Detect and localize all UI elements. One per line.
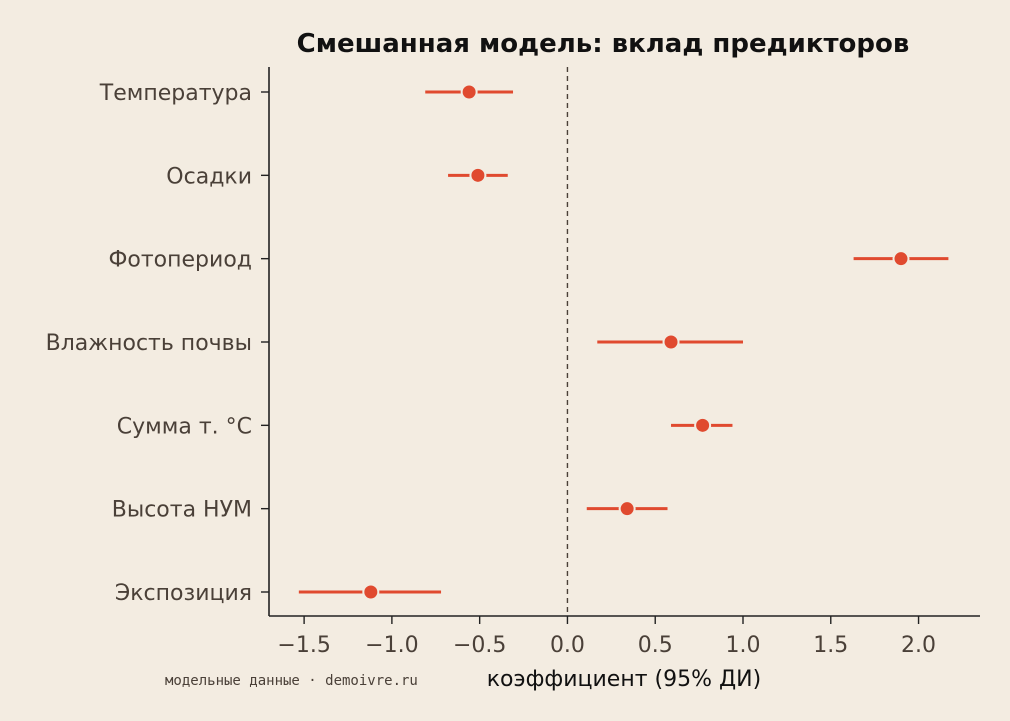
x-tick-label: −1.5: [277, 633, 330, 658]
credit-text: модельные данные · demoivre.ru: [165, 673, 418, 689]
x-ticks: −1.5 −1.0 −0.5 0.0 0.5 1.0 1.5 2.0: [277, 616, 936, 658]
y-tick-label: Сумма т. °C: [117, 414, 252, 439]
estimate-point: [618, 500, 636, 518]
x-tick-label: 1.0: [726, 633, 761, 658]
x-tick-label: 0.0: [550, 633, 585, 658]
y-tick-label: Температура: [99, 81, 252, 106]
x-tick-label: −0.5: [453, 633, 506, 658]
x-tick-label: −1.0: [365, 633, 418, 658]
estimate-point: [892, 250, 910, 268]
estimate-point: [362, 583, 380, 601]
x-tick-label: 0.5: [638, 633, 673, 658]
x-axis-label: коэффициент (95% ДИ): [487, 667, 761, 692]
y-ticks: Температура Осадки Фотопериод Влажность поч…: [46, 81, 269, 606]
x-tick-label: 2.0: [901, 633, 936, 658]
estimate-point: [469, 166, 487, 184]
y-tick-label: Влажность почвы: [46, 331, 252, 356]
estimate-point: [662, 333, 680, 351]
y-tick-label: Осадки: [166, 164, 252, 189]
x-tick-label: 1.5: [813, 633, 848, 658]
estimate-point: [460, 83, 478, 101]
y-tick-label: Фотопериод: [108, 248, 252, 273]
y-tick-label: Экспозиция: [115, 581, 252, 606]
y-tick-label: Высота НУМ: [112, 498, 252, 523]
estimate-point: [694, 416, 712, 434]
chart-title: Смешанная модель: вклад предикторов: [297, 29, 910, 59]
estimate-marks: [298, 83, 949, 601]
